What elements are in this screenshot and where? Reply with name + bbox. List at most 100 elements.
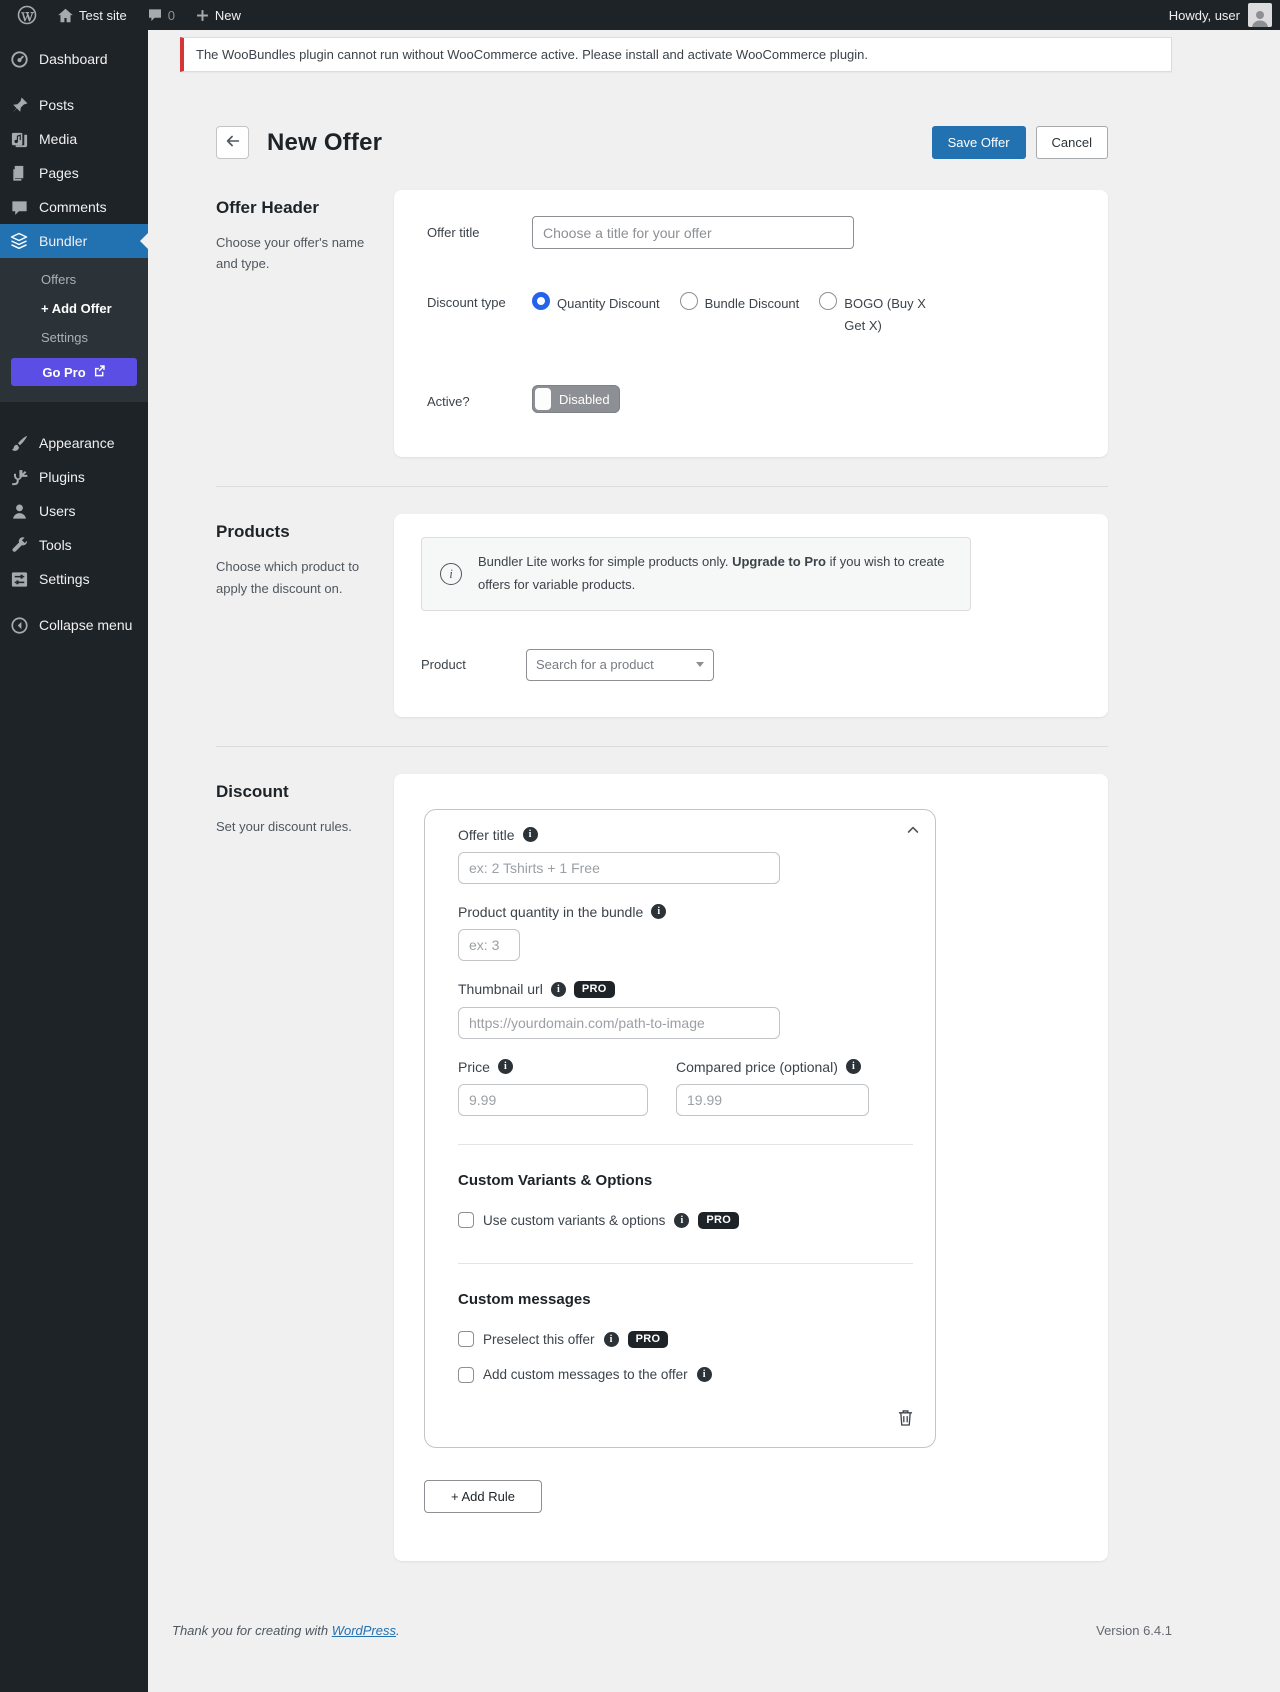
info-icon[interactable] bbox=[674, 1212, 690, 1228]
active-toggle[interactable]: Disabled bbox=[532, 385, 620, 414]
page-title: New Offer bbox=[267, 128, 383, 156]
admin-bar-left: Test site 0 New bbox=[0, 0, 248, 30]
radio-label: Bundle Discount bbox=[704, 296, 800, 311]
sidebar-item-tools[interactable]: Tools bbox=[0, 528, 148, 562]
submenu-item-offers[interactable]: Offers bbox=[41, 272, 77, 287]
sidebar-item-posts[interactable]: Posts bbox=[0, 88, 148, 122]
pages-icon bbox=[9, 163, 29, 183]
admin-bar-right: Howdy, user bbox=[1169, 3, 1280, 27]
pro-info-box: Bundler Lite works for simple products o… bbox=[421, 537, 971, 611]
offer-header-intro: Offer Header Choose your offer's name an… bbox=[216, 190, 394, 457]
new-content-menu[interactable]: New bbox=[188, 0, 248, 30]
radio-bundle-discount[interactable]: Bundle Discount bbox=[679, 292, 800, 337]
discount-section: Discount Set your discount rules. Offer … bbox=[216, 773, 1108, 1561]
add-rule-button[interactable]: + Add Rule bbox=[424, 1479, 542, 1513]
sidebar-item-label: Collapse menu bbox=[39, 617, 133, 633]
price-row: Price Compared price (optional) bbox=[458, 1059, 913, 1116]
info-icon[interactable] bbox=[550, 981, 566, 997]
offer-header-card: Offer title Discount type Quantity Disco… bbox=[394, 190, 1108, 458]
main-column: New Offer Save Offer Cancel Offer Header… bbox=[216, 126, 1108, 1561]
sidebar-item-bundler[interactable]: Bundler bbox=[0, 224, 148, 258]
product-select[interactable]: Search for a product bbox=[526, 648, 714, 681]
checkbox-unchecked-icon[interactable] bbox=[458, 1212, 474, 1229]
comment-bubble-icon bbox=[147, 7, 163, 23]
cancel-button[interactable]: Cancel bbox=[1035, 126, 1108, 159]
checkbox-label: Add custom messages to the offer bbox=[483, 1367, 688, 1383]
sidebar-item-media[interactable]: Media bbox=[0, 122, 148, 156]
discount-type-row: Discount type Quantity Discount Bundle D… bbox=[427, 286, 1080, 337]
rule-thumbnail-input[interactable] bbox=[458, 1006, 780, 1039]
info-icon[interactable] bbox=[845, 1059, 861, 1075]
chevron-up-icon[interactable] bbox=[905, 822, 921, 843]
info-icon[interactable] bbox=[651, 904, 667, 920]
offer-title-input[interactable] bbox=[532, 216, 854, 249]
sidebar-item-settings[interactable]: Settings bbox=[0, 562, 148, 596]
info-icon[interactable] bbox=[522, 827, 538, 843]
sidebar-item-label: Pages bbox=[39, 165, 79, 181]
sidebar-item-users[interactable]: Users bbox=[0, 494, 148, 528]
user-avatar[interactable] bbox=[1248, 3, 1272, 27]
info-icon[interactable] bbox=[497, 1059, 513, 1075]
header-actions: Save Offer Cancel bbox=[931, 126, 1108, 159]
media-icon bbox=[9, 129, 29, 149]
new-label: New bbox=[214, 7, 241, 23]
dashboard-icon bbox=[9, 49, 29, 69]
submenu-item-add-offer[interactable]: + Add Offer bbox=[41, 301, 112, 316]
preselect-offer-checkbox-row[interactable]: Preselect this offer PRO bbox=[458, 1330, 913, 1348]
custom-messages-checkbox-row[interactable]: Add custom messages to the offer bbox=[458, 1366, 913, 1383]
pro-info-text: Bundler Lite works for simple products o… bbox=[478, 551, 952, 597]
rule-quantity-input[interactable] bbox=[458, 928, 520, 961]
rule-offer-title-label-row: Offer title bbox=[458, 827, 913, 843]
compared-price-input[interactable] bbox=[676, 1083, 869, 1116]
comments-icon bbox=[9, 197, 29, 217]
checkbox-unchecked-icon[interactable] bbox=[458, 1366, 474, 1383]
wordpress-logo-menu[interactable] bbox=[10, 0, 44, 30]
sidebar-item-plugins[interactable]: Plugins bbox=[0, 460, 148, 494]
save-offer-button[interactable]: Save Offer bbox=[931, 126, 1026, 159]
product-row: Product Search for a product bbox=[421, 648, 1080, 681]
rule-divider bbox=[458, 1143, 913, 1145]
sidebar-item-label: Posts bbox=[39, 97, 75, 113]
wordpress-link[interactable]: WordPress bbox=[331, 1622, 396, 1638]
toggle-state-label: Disabled bbox=[559, 391, 610, 407]
section-heading: Discount bbox=[216, 781, 289, 801]
admin-footer: Thank you for creating with WordPress. V… bbox=[172, 1623, 1172, 1638]
compared-price-label-row: Compared price (optional) bbox=[676, 1059, 869, 1075]
sidebar-item-comments[interactable]: Comments bbox=[0, 190, 148, 224]
pro-badge: PRO bbox=[573, 980, 615, 998]
sidebar-collapse-menu[interactable]: Collapse menu bbox=[0, 608, 148, 642]
radio-bogo[interactable]: BOGO (Buy X Get X) bbox=[819, 292, 940, 337]
checkbox-unchecked-icon[interactable] bbox=[458, 1331, 474, 1348]
back-button[interactable] bbox=[216, 126, 249, 159]
footer-version: Version 6.4.1 bbox=[1096, 1622, 1172, 1638]
sidebar-item-dashboard[interactable]: Dashboard bbox=[0, 42, 148, 76]
sidebar-item-label: Tools bbox=[39, 537, 72, 553]
content-area: The WooBundles plugin cannot run without… bbox=[148, 30, 1280, 1692]
product-select-placeholder: Search for a product bbox=[536, 657, 654, 673]
use-custom-variants-checkbox-row[interactable]: Use custom variants & options PRO bbox=[458, 1211, 913, 1229]
howdy-user[interactable]: Howdy, user bbox=[1168, 7, 1240, 23]
delete-rule-button[interactable] bbox=[898, 1409, 913, 1429]
info-icon[interactable] bbox=[603, 1331, 619, 1347]
discount-intro: Discount Set your discount rules. bbox=[216, 774, 394, 1561]
visit-site-link[interactable]: Test site bbox=[50, 0, 134, 30]
product-label: Product bbox=[421, 656, 466, 672]
rule-offer-title-input[interactable] bbox=[458, 851, 780, 884]
sidebar-item-appearance[interactable]: Appearance bbox=[0, 426, 148, 460]
price-input[interactable] bbox=[458, 1083, 648, 1116]
sidebar-item-pages[interactable]: Pages bbox=[0, 156, 148, 190]
submenu-item-settings[interactable]: Settings bbox=[41, 330, 88, 345]
radio-quantity-discount[interactable]: Quantity Discount bbox=[532, 292, 660, 337]
price-field: Price bbox=[458, 1059, 648, 1116]
info-icon[interactable] bbox=[696, 1367, 712, 1383]
radio-label: BOGO (Buy X Get X) bbox=[844, 296, 926, 334]
pushpin-icon bbox=[9, 95, 29, 115]
radio-unselected-icon bbox=[679, 292, 698, 310]
go-pro-button[interactable]: Go Pro bbox=[11, 358, 137, 386]
admin-bar: Test site 0 New Howdy, user bbox=[0, 0, 1280, 30]
brush-icon bbox=[9, 433, 29, 453]
comments-shortcut[interactable]: 0 bbox=[140, 0, 182, 30]
sidebar-item-label: Settings bbox=[39, 571, 90, 587]
wordpress-logo-icon bbox=[17, 5, 37, 25]
rule-quantity-label-row: Product quantity in the bundle bbox=[458, 904, 913, 920]
